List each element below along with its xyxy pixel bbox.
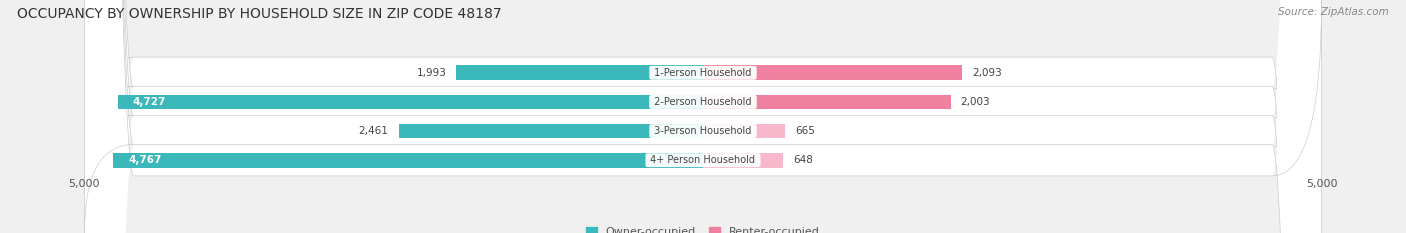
Text: 3-Person Household: 3-Person Household (651, 126, 755, 136)
Text: 4,767: 4,767 (128, 155, 162, 165)
Bar (114, 153, 703, 168)
Bar (703, 65, 962, 80)
Text: 4+ Person Household: 4+ Person Household (647, 155, 759, 165)
Text: 4,727: 4,727 (134, 97, 166, 107)
FancyBboxPatch shape (84, 0, 1322, 233)
Text: 2-Person Household: 2-Person Household (651, 97, 755, 107)
Text: 648: 648 (793, 155, 813, 165)
Text: 1,993: 1,993 (416, 68, 447, 78)
Text: 2,093: 2,093 (972, 68, 1001, 78)
FancyBboxPatch shape (84, 0, 1322, 233)
Bar (398, 124, 703, 138)
Text: 665: 665 (796, 126, 815, 136)
Bar (457, 65, 703, 80)
FancyBboxPatch shape (84, 0, 1322, 233)
Bar (703, 124, 786, 138)
Bar (703, 153, 783, 168)
Bar (118, 95, 703, 109)
Legend: Owner-occupied, Renter-occupied: Owner-occupied, Renter-occupied (581, 222, 825, 233)
Text: Source: ZipAtlas.com: Source: ZipAtlas.com (1278, 7, 1389, 17)
Text: 2,003: 2,003 (960, 97, 990, 107)
Text: OCCUPANCY BY OWNERSHIP BY HOUSEHOLD SIZE IN ZIP CODE 48187: OCCUPANCY BY OWNERSHIP BY HOUSEHOLD SIZE… (17, 7, 502, 21)
FancyBboxPatch shape (84, 0, 1322, 233)
Bar (703, 95, 950, 109)
Text: 1-Person Household: 1-Person Household (651, 68, 755, 78)
Text: 2,461: 2,461 (359, 126, 388, 136)
